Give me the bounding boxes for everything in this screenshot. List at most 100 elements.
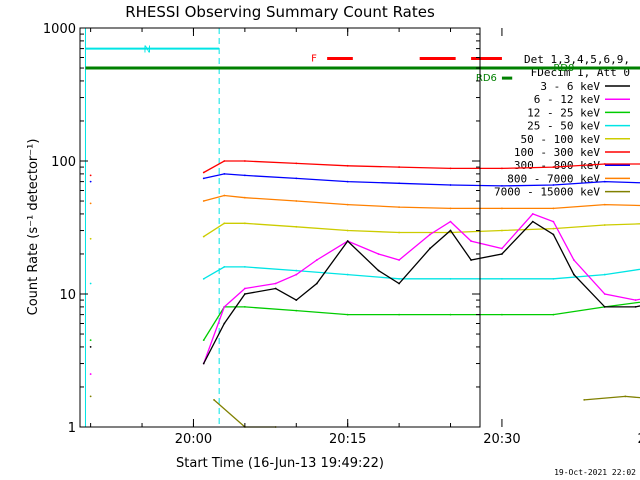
timestamp: 19-Oct-2021 22:02 <box>554 468 636 477</box>
y-tick-label-0: 1 <box>68 421 76 436</box>
series-point-0-1-9 <box>429 247 431 250</box>
x-tick-label-3: 20:45 <box>637 432 640 447</box>
series-point-6-1-1 <box>223 172 226 175</box>
series-point-6-1-9 <box>603 180 606 183</box>
series-point-5-1-1 <box>223 160 226 162</box>
series-point-3-1-5 <box>398 277 401 280</box>
series-point-5-1-9 <box>603 163 606 165</box>
series-line-1-1 <box>203 213 640 364</box>
series-point-2-1-3 <box>295 309 298 312</box>
series-point-0-1-6 <box>346 240 349 242</box>
series-point-1-1-4 <box>295 273 298 276</box>
series-point-4-1-7 <box>501 229 503 232</box>
series-point-3-1-2 <box>243 265 246 268</box>
series-point-3-1-4 <box>346 273 349 276</box>
series-point-7-1-3 <box>295 200 298 202</box>
series-line-2-1 <box>203 301 640 341</box>
series-point-0-1-14 <box>552 233 555 236</box>
series-point-4-1-1 <box>223 222 226 225</box>
series-point-1-1-9 <box>429 233 431 236</box>
chart-title: RHESSI Observing Summary Count Rates <box>125 3 435 21</box>
series-point-8-1-0 <box>213 398 215 401</box>
night-label-0: N <box>143 45 150 56</box>
series-point-8-2-0 <box>583 398 586 401</box>
legend-label-6: 300 - 800 keV <box>514 159 600 172</box>
series-point-2-1-7 <box>501 313 503 316</box>
series-point-1-1-11 <box>470 240 472 242</box>
series-point-0-1-16 <box>603 305 606 308</box>
series-4 <box>89 222 640 240</box>
series-point-5-1-5 <box>398 166 401 168</box>
series-point-0-1-8 <box>398 282 401 285</box>
legend-label-2: 12 - 25 keV <box>527 106 600 119</box>
series-2 <box>89 301 640 342</box>
series-point-0-1-7 <box>377 269 380 272</box>
series-point-6-1-2 <box>243 174 246 177</box>
rd-label-0: RD0 <box>553 63 574 74</box>
series-point-2-1-2 <box>243 305 246 308</box>
series-point-5-1-6 <box>449 167 452 170</box>
series-point-2-1-8 <box>552 313 555 316</box>
series-line-7-1 <box>203 194 640 210</box>
series-line-5-1 <box>203 160 640 174</box>
series-0 <box>89 220 640 365</box>
series-point-4-1-8 <box>552 227 555 230</box>
series-point-4-1-3 <box>295 225 298 228</box>
series-point-7-1-7 <box>501 207 503 210</box>
series-point-7-1-1 <box>223 194 226 197</box>
flare-label-0: F <box>311 53 317 64</box>
series-7 <box>89 194 640 210</box>
series-point-0-1-3 <box>274 287 277 290</box>
series-point-3-0-0 <box>89 282 92 285</box>
series-point-3-1-7 <box>501 277 503 280</box>
series-line-4-1 <box>203 222 640 238</box>
series-point-1-1-17 <box>634 299 637 301</box>
series-point-1-1-1 <box>223 305 226 308</box>
series-3 <box>89 265 640 285</box>
series-point-6-1-5 <box>398 182 401 185</box>
series-point-0-1-12 <box>501 253 503 255</box>
series-point-2-1-4 <box>346 313 349 316</box>
x-tick-label-2: 20:30 <box>483 432 520 447</box>
series-point-7-1-4 <box>346 203 349 206</box>
series-point-6-1-8 <box>552 184 555 186</box>
series-point-8-0-0 <box>89 395 92 398</box>
series-point-6-1-0 <box>202 177 205 180</box>
series-point-0-0-0 <box>89 346 92 348</box>
series-point-0-1-11 <box>470 259 472 261</box>
series-point-2-1-6 <box>449 313 452 316</box>
y-tick-label-1: 10 <box>59 288 76 303</box>
legend: Det 1,3,4,5,6,9, FDecim 1, Att 0 3 - 6 k… <box>494 53 630 199</box>
series-point-0-1-10 <box>449 229 452 232</box>
plot-frame <box>79 27 481 428</box>
series-point-0-1-4 <box>295 299 298 301</box>
series-point-4-1-0 <box>202 235 205 238</box>
series-point-1-1-16 <box>603 293 606 295</box>
series-point-4-1-4 <box>346 229 349 232</box>
rd-label-1: RD6 <box>476 73 497 84</box>
series-point-6-1-4 <box>346 180 349 183</box>
series-point-1-1-15 <box>573 259 575 261</box>
series-point-1-1-13 <box>531 213 534 215</box>
series-point-5-1-0 <box>202 171 205 174</box>
series-point-3-1-0 <box>202 277 205 280</box>
series-line-8-2 <box>584 395 640 401</box>
series-1 <box>89 213 640 375</box>
series-point-3-1-1 <box>223 265 226 268</box>
series-point-5-1-3 <box>295 162 298 165</box>
series-point-3-1-9 <box>603 273 606 276</box>
x-tick-label-1: 20:15 <box>329 432 366 447</box>
y-axis-label: Count Rate (s⁻¹ detector⁻¹) <box>26 139 41 316</box>
series-6 <box>89 172 640 187</box>
series-point-4-1-9 <box>603 224 606 226</box>
legend-label-7: 800 - 7000 keV <box>507 172 600 185</box>
series-point-5-1-7 <box>501 167 503 170</box>
series-point-4-1-5 <box>398 231 401 234</box>
series-point-2-0-0 <box>89 339 92 342</box>
series-point-3-1-6 <box>449 277 452 280</box>
series-point-4-0-0 <box>89 237 92 240</box>
series-point-6-0-0 <box>89 180 92 183</box>
series-point-3-1-8 <box>552 277 555 280</box>
